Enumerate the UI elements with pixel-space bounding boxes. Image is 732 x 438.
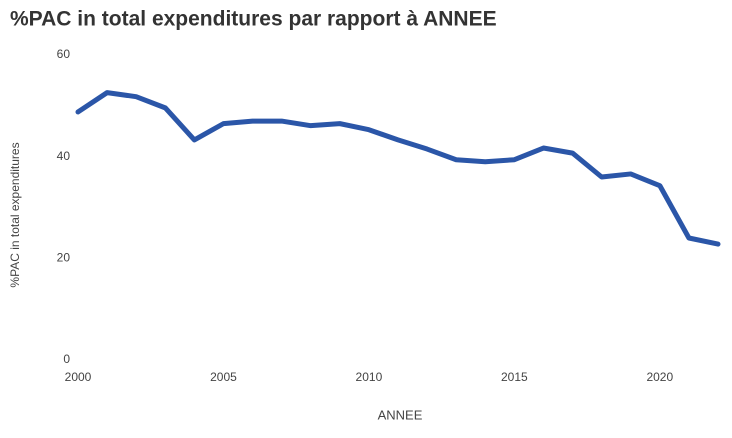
x-tick-label: 2005 xyxy=(210,370,237,384)
x-axis-label: ANNEE xyxy=(378,407,423,422)
chart-title: %PAC in total expenditures par rapport à… xyxy=(10,8,497,31)
y-tick-label: 60 xyxy=(57,47,71,61)
y-tick-label: 20 xyxy=(57,251,71,265)
data-line xyxy=(75,90,721,247)
x-tick-label: 2000 xyxy=(65,370,92,384)
y-tick-label: 40 xyxy=(57,149,71,163)
x-tick-label: 2020 xyxy=(646,370,673,384)
x-tick-label: 2015 xyxy=(501,370,528,384)
y-tick-label: 0 xyxy=(63,352,70,366)
y-axis-label: %PAC in total expenditures xyxy=(8,142,22,287)
x-tick-label: 2010 xyxy=(356,370,383,384)
